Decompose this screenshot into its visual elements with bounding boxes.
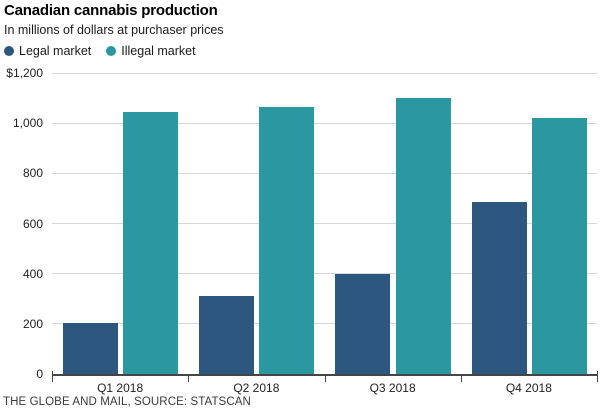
y-tick-label: 800 [22,166,43,181]
bar-legal-market-q3-2018 [335,273,391,374]
legend-label-legal-market: Legal market [19,44,92,58]
chart-subtitle: In millions of dollars at purchaser pric… [4,23,224,37]
bar-legal-market-q1-2018 [62,322,118,374]
x-tick-label: Q4 2018 [505,381,552,395]
bar-legal-market-q4-2018 [471,202,527,374]
y-tick-label: $1,200 [6,66,43,80]
y-tick-label: 600 [22,216,43,231]
bar-illegal-market-q1-2018 [123,111,178,374]
x-axis-tick [324,376,326,382]
illegal-market-dot-icon [106,46,117,56]
bar-illegal-market-q4-2018 [531,118,587,374]
x-axis-tick [52,371,53,382]
gridline [52,122,597,124]
legend-item-illegal-market: Illegal market [106,44,196,58]
x-axis-tick [188,376,190,382]
gridline [52,72,597,74]
legend: Legal market Illegal market [4,44,211,58]
gridline [52,172,597,174]
legend-label-illegal-market: Illegal market [121,44,196,58]
y-tick-label: 400 [22,266,43,281]
gridline [52,223,597,224]
bar-illegal-market-q2-2018 [259,106,315,374]
gridline [52,323,597,325]
bar-illegal-market-q3-2018 [395,98,451,374]
legend-item-legal-market: Legal market [4,44,91,58]
y-tick-label: 200 [22,316,43,331]
x-tick-label: Q2 2018 [233,381,280,395]
x-axis-tick [597,371,598,382]
x-tick-label: Q3 2018 [369,381,416,395]
bar-legal-market-q2-2018 [199,296,254,374]
chart-title: Canadian cannabis production [4,2,218,19]
y-tick-label: 0 [36,367,43,381]
x-axis-tick [460,376,462,382]
legal-market-dot-icon [4,46,14,56]
x-tick-label: Q1 2018 [97,381,144,395]
source-note: THE GLOBE AND MAIL, SOURCE: STATSCAN [3,396,251,408]
y-tick-label: 1,000 [12,116,43,131]
gridline [52,273,597,275]
x-axis-line [52,374,598,376]
